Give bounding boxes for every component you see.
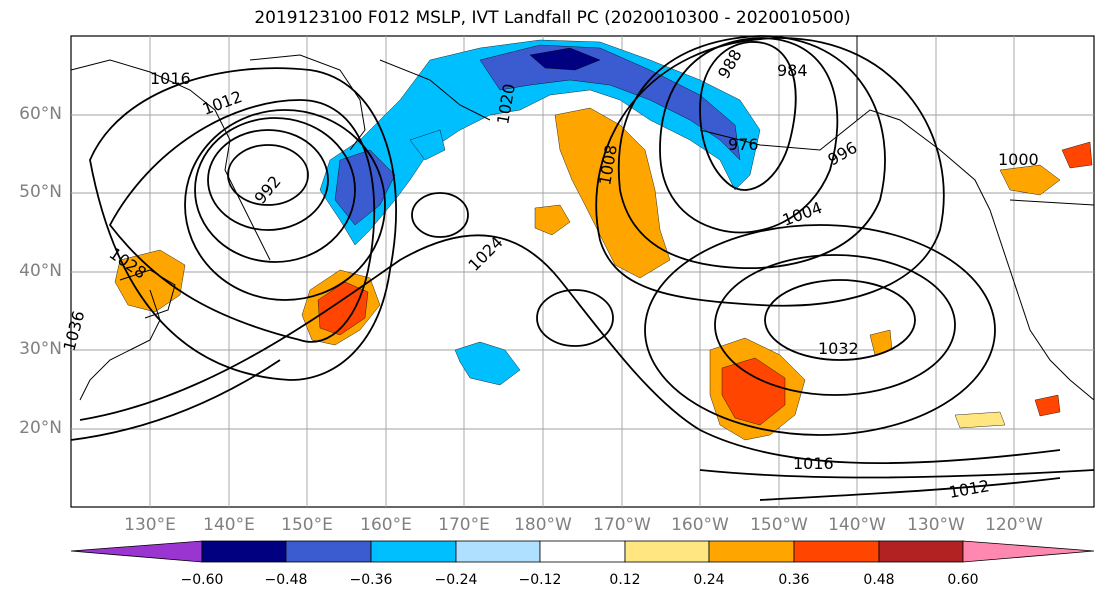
- negative-ivt-area: [334, 149, 396, 226]
- positive-ivt-area: [954, 411, 1006, 429]
- colorbar-segment: [624, 540, 710, 563]
- colorbar-tick: −0.24: [434, 572, 478, 588]
- negative-ivt-shading: [319, 39, 761, 386]
- positive-ivt-area: [114, 249, 186, 313]
- colorbar-tick: 0.36: [778, 572, 810, 588]
- longitude-label: 130°E: [124, 515, 176, 535]
- longitude-label: 160°W: [671, 515, 729, 535]
- isobar-label: 1016: [150, 69, 191, 88]
- colorbar-segment: [962, 540, 1095, 563]
- colorbar-segment: [455, 540, 541, 563]
- colorbar: [70, 540, 1095, 563]
- map-title: 2019123100 F012 MSLP, IVT Landfall PC (2…: [254, 8, 851, 28]
- longitude-label: 120°W: [985, 515, 1043, 535]
- longitude-label: 170°W: [593, 515, 651, 535]
- longitude-label: 160°E: [360, 515, 412, 535]
- colorbar-segment: [878, 540, 964, 563]
- isobar-label: 1000: [998, 150, 1039, 169]
- colorbar-tick: −0.48: [264, 572, 308, 588]
- colorbar-tick: −0.60: [180, 572, 224, 588]
- colorbar-segment: [201, 540, 287, 563]
- longitude-label: 130°W: [907, 515, 965, 535]
- latitude-label: 50°N: [19, 182, 62, 202]
- latitude-label: 30°N: [19, 339, 62, 359]
- positive-ivt-area: [869, 329, 893, 356]
- longitude-label: 140°W: [828, 515, 886, 535]
- longitude-label: 140°E: [203, 515, 255, 535]
- latitude-label: 40°N: [19, 261, 62, 281]
- isobar-label: 1032: [818, 339, 859, 358]
- longitude-label: 150°W: [750, 515, 808, 535]
- colorbar-tick: 0.12: [609, 572, 641, 588]
- positive-ivt-area: [1034, 394, 1061, 417]
- positive-ivt-area: [1061, 141, 1093, 169]
- map-area: [70, 35, 1095, 508]
- positive-ivt-area: [721, 357, 786, 426]
- colorbar-tick: 0.60: [947, 572, 979, 588]
- positive-ivt-area: [554, 107, 671, 279]
- negative-ivt-area: [479, 44, 741, 161]
- negative-ivt-area: [454, 341, 521, 386]
- colorbar-segment: [70, 540, 203, 563]
- colorbar-tick: −0.36: [349, 572, 393, 588]
- longitude-label: 180°W: [514, 515, 572, 535]
- latitude-label: 60°N: [19, 104, 62, 124]
- longitude-label: 150°E: [281, 515, 333, 535]
- colorbar-tick: 0.48: [863, 572, 895, 588]
- gridlines: [71, 36, 1094, 507]
- colorbar-segment: [708, 540, 795, 563]
- colorbar-segment: [793, 540, 880, 563]
- colorbar-segment: [370, 540, 457, 563]
- colorbar-tick: −0.12: [518, 572, 562, 588]
- positive-ivt-area: [534, 204, 571, 236]
- isobars: [70, 35, 1095, 501]
- negative-ivt-area: [409, 129, 446, 161]
- positive-ivt-area: [999, 164, 1061, 196]
- isobar-label: 1016: [793, 454, 834, 473]
- latitude-label: 20°N: [19, 418, 62, 438]
- colorbar-segment: [539, 540, 626, 563]
- colorbar-tick: 0.24: [693, 572, 725, 588]
- isobar-label: 984: [777, 61, 808, 80]
- longitude-label: 170°E: [438, 515, 490, 535]
- isobar-label: 976: [728, 135, 759, 154]
- colorbar-segment: [285, 540, 372, 563]
- negative-ivt-area: [529, 47, 601, 71]
